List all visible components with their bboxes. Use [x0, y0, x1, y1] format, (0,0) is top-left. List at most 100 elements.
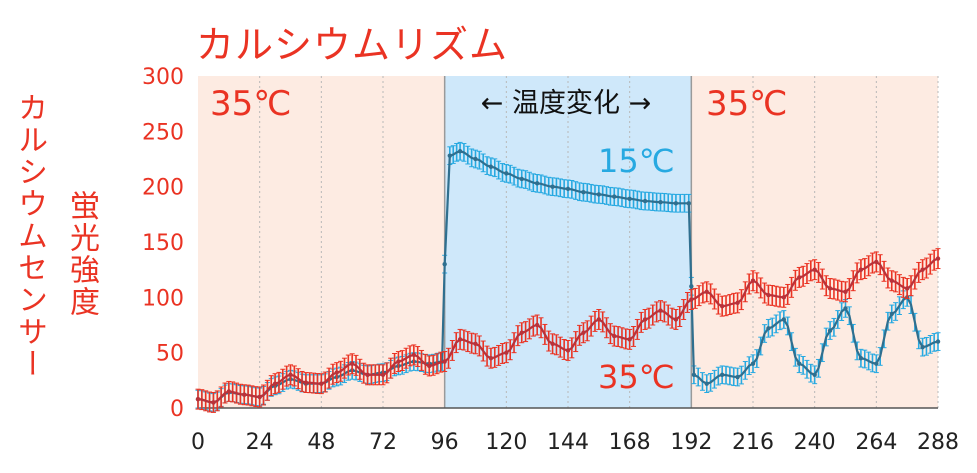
x-tick-label: 0: [191, 430, 205, 455]
data-point-cold: [442, 261, 447, 267]
x-tick-label: 240: [794, 430, 836, 455]
data-point-cold: [488, 164, 494, 169]
x-tick-label: 216: [732, 430, 774, 455]
data-point-warm: [596, 317, 602, 322]
data-point-warm: [319, 381, 324, 386]
x-tick-label: 96: [431, 430, 459, 455]
data-point-warm: [920, 267, 925, 272]
data-point-warm: [334, 370, 339, 375]
data-point-warm: [935, 256, 941, 261]
data-point-warm: [719, 303, 725, 309]
data-point-warm: [827, 286, 833, 291]
data-point-warm: [550, 341, 555, 347]
data-point-warm: [442, 359, 447, 364]
data-point-warm: [565, 348, 571, 353]
data-point-cold: [704, 381, 709, 386]
y-tick-label: 250: [142, 120, 184, 145]
data-point-warm: [288, 372, 293, 377]
data-point-warm: [874, 259, 879, 265]
x-tick-label: 168: [609, 430, 651, 455]
data-point-warm: [411, 352, 417, 358]
y-tick-label: 150: [142, 231, 184, 256]
data-point-warm: [750, 278, 756, 283]
data-point-warm: [534, 322, 540, 328]
data-point-cold: [658, 199, 663, 205]
y-tick-label: 50: [156, 342, 184, 367]
x-tick-label: 288: [917, 430, 959, 455]
data-point-warm: [242, 392, 247, 397]
data-point-warm: [904, 286, 910, 291]
data-point-warm: [427, 363, 432, 369]
data-point-cold: [581, 190, 586, 195]
data-point-warm: [781, 295, 787, 300]
data-point-warm: [766, 292, 771, 298]
x-tick-label: 48: [307, 430, 335, 455]
data-point-warm: [504, 350, 509, 355]
chart-title: カルシウムリズム: [196, 23, 509, 67]
data-point-warm: [488, 356, 494, 361]
data-point-cold: [858, 356, 864, 361]
data-point-warm: [612, 333, 617, 339]
data-point-cold: [797, 361, 802, 366]
data-point-cold: [642, 198, 648, 204]
data-point-warm: [704, 289, 709, 294]
data-point-warm: [689, 297, 694, 302]
x-tick-label: 192: [670, 430, 712, 455]
x-tick-label: 264: [855, 430, 897, 455]
data-point-cold: [612, 194, 617, 199]
data-point-warm: [735, 300, 740, 306]
x-tick-label: 72: [369, 430, 397, 455]
data-point-cold: [935, 339, 941, 344]
data-point-cold: [689, 284, 694, 289]
data-point-cold: [519, 176, 524, 182]
data-point-cold: [874, 361, 879, 366]
data-point-cold: [457, 149, 463, 154]
data-point-warm: [303, 380, 309, 385]
y-tick-label: 0: [170, 397, 184, 422]
data-point-warm: [889, 278, 894, 283]
data-point-cold: [920, 344, 925, 350]
y-tick-label: 100: [142, 286, 184, 311]
data-point-cold: [447, 153, 453, 158]
data-point-cold: [827, 328, 833, 333]
annotation-right-temp: 35℃: [706, 84, 787, 124]
y-tick-label: 200: [142, 176, 184, 201]
annotation-temperature-change: ← 温度変化 →: [481, 88, 651, 119]
data-point-warm: [457, 337, 463, 342]
data-point-cold: [565, 186, 571, 192]
data-point-cold: [686, 201, 691, 206]
data-point-warm: [473, 341, 478, 347]
y-axis-label-line1: カルシウムセンサー: [12, 92, 47, 380]
data-point-warm: [211, 400, 216, 405]
data-point-warm: [396, 359, 401, 364]
data-point-cold: [627, 196, 632, 202]
data-point-cold: [735, 374, 740, 380]
data-point-cold: [673, 201, 679, 206]
data-point-warm: [642, 317, 648, 322]
data-point-warm: [519, 330, 524, 335]
data-point-cold: [504, 171, 509, 176]
data-point-cold: [691, 372, 697, 377]
data-point-cold: [812, 372, 817, 377]
data-point-warm: [226, 389, 232, 394]
y-tick-label: 300: [142, 65, 184, 90]
data-point-cold: [534, 181, 540, 186]
data-point-cold: [750, 361, 756, 366]
x-tick-label: 24: [246, 430, 274, 455]
data-point-warm: [627, 337, 632, 342]
data-point-warm: [365, 372, 370, 377]
data-point-warm: [257, 394, 262, 400]
data-point-warm: [658, 308, 663, 313]
data-point-cold: [843, 306, 848, 311]
data-point-cold: [766, 326, 771, 331]
data-point-cold: [596, 192, 602, 197]
data-point-warm: [843, 289, 848, 294]
data-point-warm: [858, 267, 864, 272]
data-point-cold: [550, 184, 555, 189]
data-point-cold: [473, 156, 478, 162]
data-point-cold: [889, 311, 894, 317]
data-point-warm: [812, 267, 817, 272]
data-point-warm: [349, 361, 355, 366]
data-point-warm: [195, 396, 201, 402]
